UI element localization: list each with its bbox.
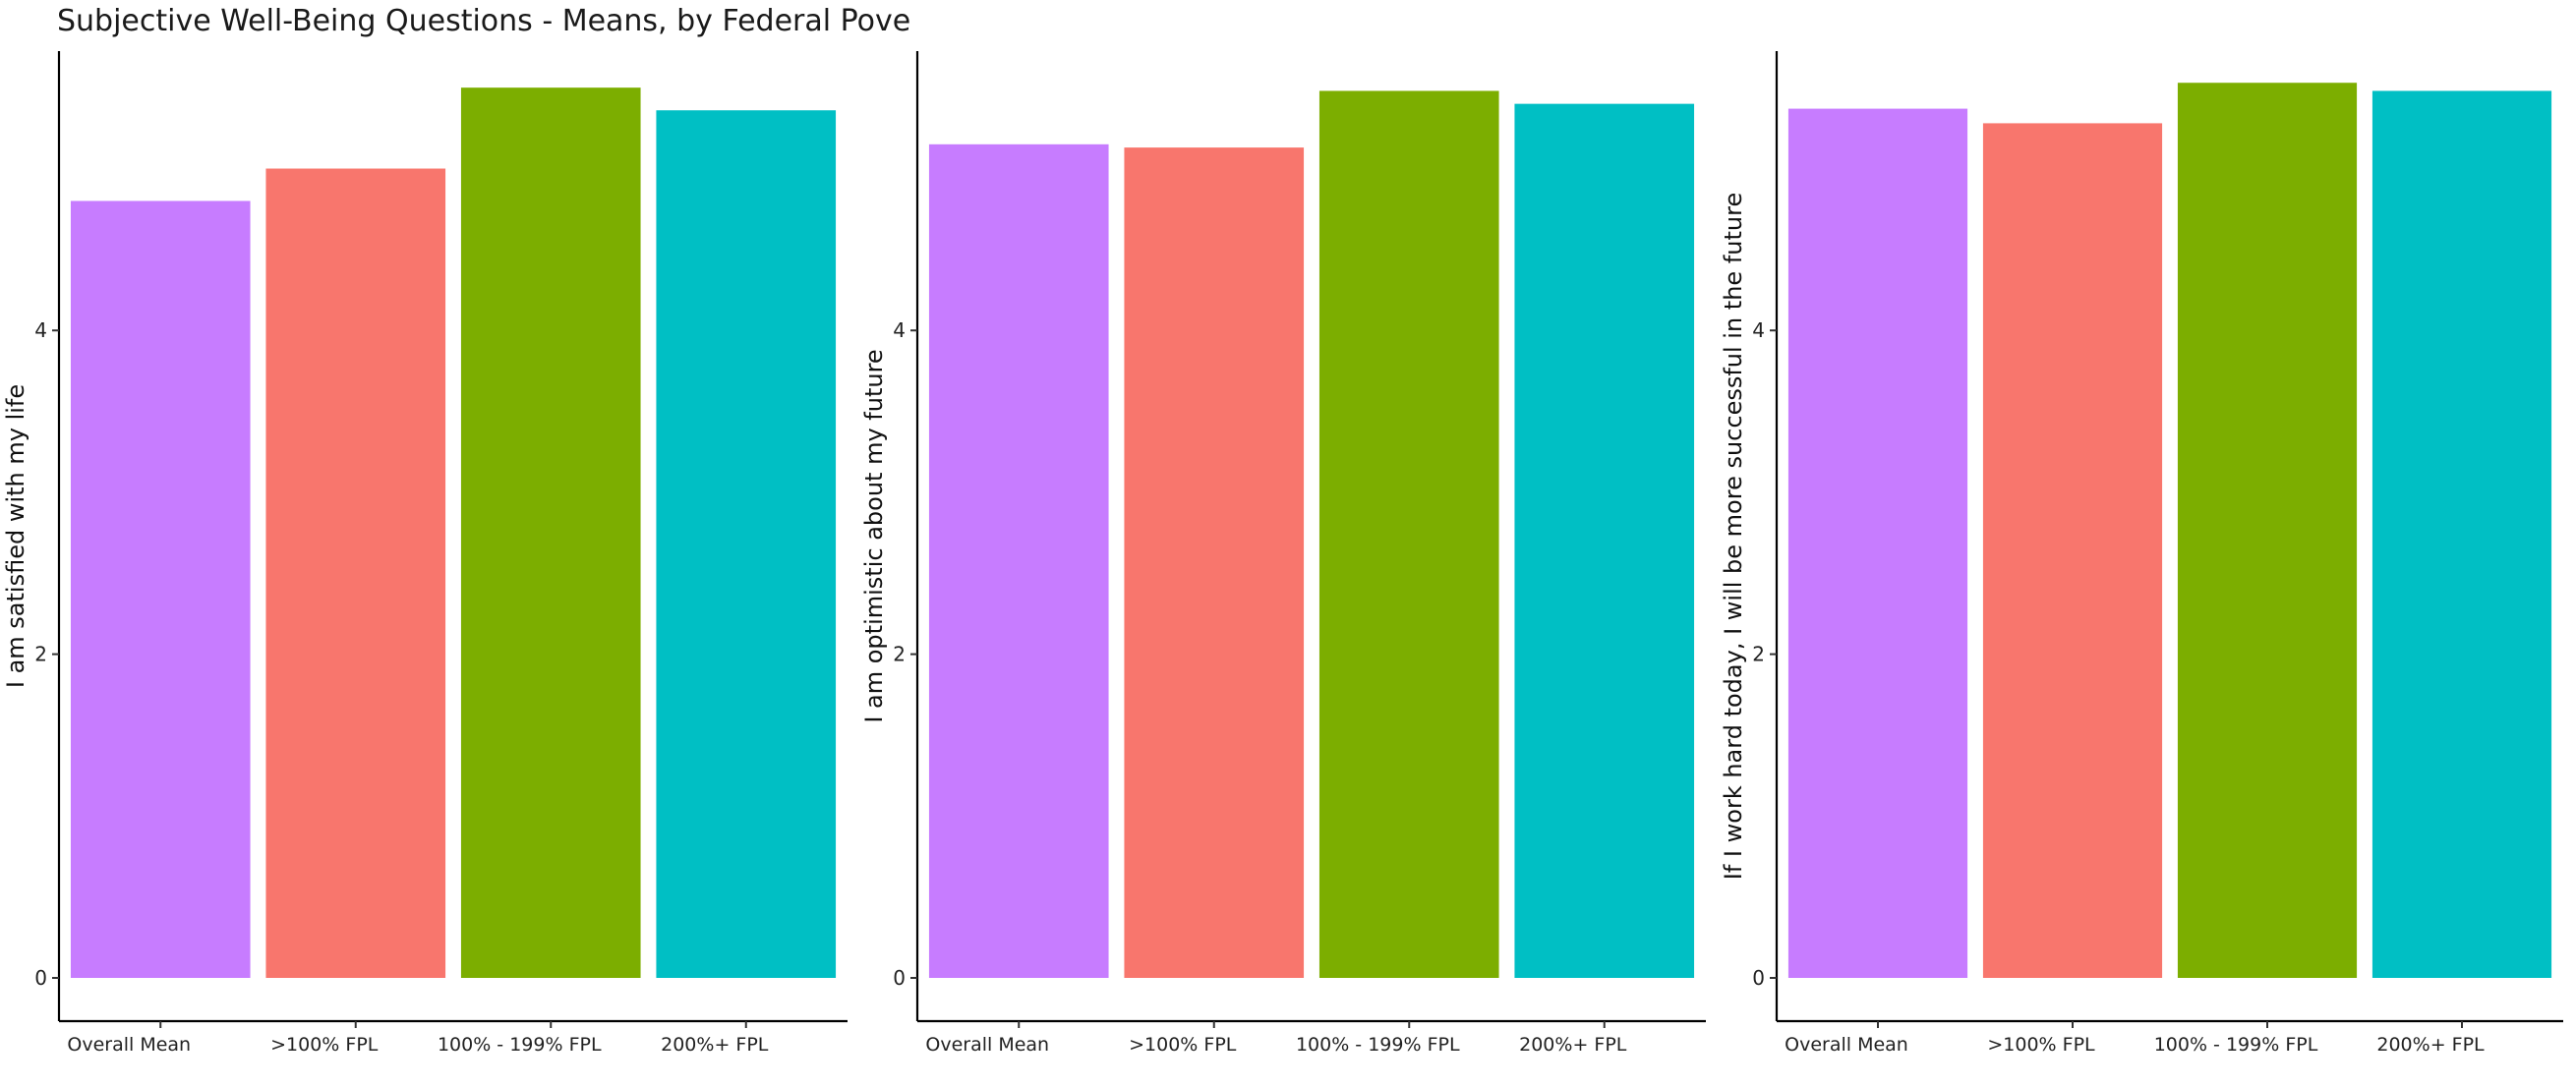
- y-tick-label: 2: [34, 643, 47, 666]
- y-tick-label: 2: [1752, 643, 1765, 666]
- x-tick-label: Overall Mean: [1785, 1034, 1908, 1056]
- x-tick-label: 100% - 199% FPL: [1296, 1034, 1460, 1056]
- x-tick-label: 200%+ FPL: [2376, 1034, 2485, 1056]
- bar: [1787, 108, 1968, 978]
- bar: [1982, 123, 2163, 978]
- y-tick-label: 4: [34, 318, 47, 342]
- x-tick-label: Overall Mean: [67, 1034, 191, 1056]
- bar: [460, 87, 641, 979]
- y-axis-label: I am optimistic about my future: [860, 349, 888, 722]
- y-tick-label: 4: [893, 318, 906, 342]
- bar: [70, 200, 251, 978]
- bar: [2371, 90, 2552, 978]
- y-tick-label: 4: [1752, 318, 1765, 342]
- bar: [1514, 103, 1695, 978]
- bar: [1318, 90, 1499, 978]
- bar: [656, 110, 837, 978]
- x-tick-label: 100% - 199% FPL: [2154, 1034, 2318, 1056]
- x-tick-label: >100% FPL: [270, 1034, 379, 1056]
- x-tick-label: >100% FPL: [1129, 1034, 1237, 1056]
- y-tick-label: 2: [893, 643, 906, 666]
- x-tick-label: 100% - 199% FPL: [438, 1034, 602, 1056]
- y-tick-label: 0: [1752, 966, 1765, 990]
- bar: [265, 168, 446, 979]
- x-tick-label: >100% FPL: [1987, 1034, 2095, 1056]
- bar: [1124, 147, 1305, 978]
- y-tick-label: 0: [34, 966, 47, 990]
- y-tick-label: 0: [893, 966, 906, 990]
- x-tick-label: 200%+ FPL: [1519, 1034, 1627, 1056]
- bar: [2177, 83, 2358, 979]
- bar: [928, 143, 1109, 979]
- chart-title: Subjective Well-Being Questions - Means,…: [57, 4, 911, 38]
- x-tick-label: 200%+ FPL: [661, 1034, 769, 1056]
- y-axis-label: If I work hard today, I will be more suc…: [1720, 193, 1747, 880]
- x-tick-label: Overall Mean: [925, 1034, 1049, 1056]
- y-axis-label: I am satisfied with my life: [2, 384, 29, 688]
